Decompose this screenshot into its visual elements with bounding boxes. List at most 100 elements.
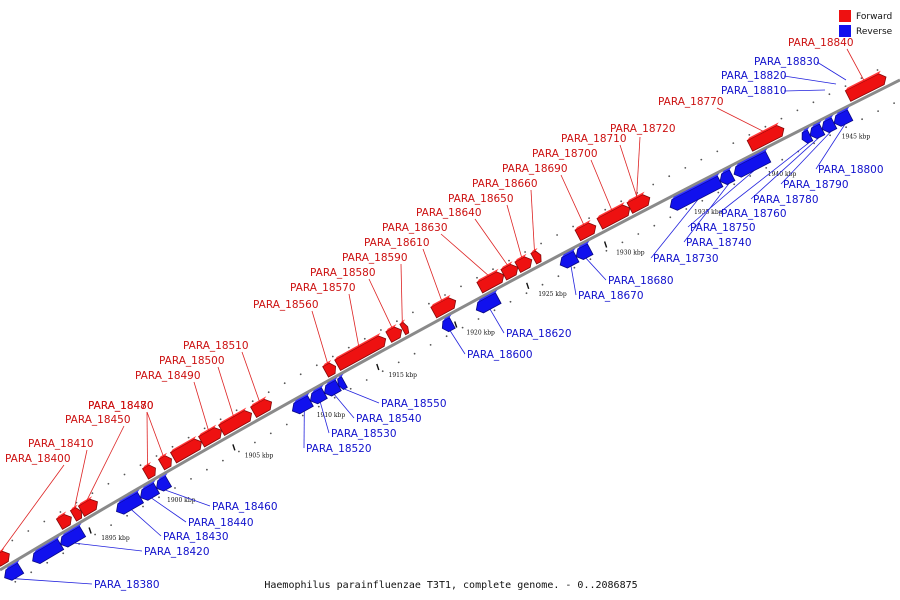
- strand-dot: [126, 514, 128, 517]
- forward-gene-label: PARA_18580: [310, 267, 376, 279]
- reverse-leader-line: [131, 509, 162, 537]
- forward-gene-arrow: [77, 498, 98, 517]
- gene-bevel: [430, 294, 451, 308]
- strand-dot: [717, 191, 720, 194]
- forward-leader-line: [368, 278, 393, 329]
- gene-bevel: [5, 560, 20, 570]
- genome-caption: Haemophilus parainfluenzae T3T1, complet…: [264, 580, 637, 591]
- tick-label: 1905 kbp: [245, 452, 274, 459]
- reverse-gene-arrow: [309, 387, 328, 405]
- strand-dot: [397, 361, 400, 364]
- forward-gene-label: PARA_18470: [88, 400, 154, 412]
- reverse-gene-arrow: [733, 150, 772, 178]
- forward-gene-label: PARA_18480: [88, 400, 154, 412]
- strand-dot: [219, 418, 222, 421]
- strand-dot: [381, 370, 384, 373]
- forward-gene-label: PARA_18450: [65, 414, 131, 426]
- gene-bevel: [530, 248, 538, 254]
- gene-bevel: [334, 332, 381, 360]
- reverse-leader-line: [489, 309, 505, 334]
- strand-dot: [429, 344, 432, 346]
- forward-gene-label: PARA_18700: [532, 148, 598, 160]
- reverse-gene-label: PARA_18600: [467, 349, 533, 361]
- strand-dot: [267, 391, 270, 394]
- reverse-gene-label: PARA_18460: [212, 501, 278, 513]
- reverse-leader-line: [14, 578, 93, 585]
- strand-dot: [796, 109, 799, 112]
- forward-leader-line: [311, 310, 329, 364]
- reverse-gene-label: PARA_18810: [721, 85, 787, 97]
- strand-dot: [780, 117, 783, 120]
- gene-bevel: [811, 121, 822, 128]
- tick-label: 1935 kbp: [694, 209, 723, 216]
- strand-dot: [203, 427, 206, 430]
- strand-dot: [684, 167, 687, 169]
- reverse-leader-line: [683, 183, 730, 243]
- strand-dot: [412, 311, 414, 314]
- gene-bevel: [442, 314, 452, 322]
- gene-bevel: [823, 114, 834, 122]
- strand-dot: [254, 441, 256, 444]
- reverse-leader-line: [333, 394, 355, 419]
- gene-bevel: [385, 324, 397, 332]
- forward-leader-line: [619, 144, 638, 198]
- strand-dot: [701, 199, 704, 202]
- strand-dot: [572, 225, 574, 228]
- strand-dot: [315, 364, 318, 367]
- reverse-gene-label: PARA_18550: [381, 398, 447, 410]
- reverse-leader-line: [718, 142, 810, 214]
- strand-dot: [365, 379, 368, 381]
- strand-dot: [493, 309, 496, 312]
- strand-dot: [540, 242, 542, 245]
- tick-label: 1920 kbp: [466, 330, 495, 337]
- reverse-leader-line: [344, 388, 380, 404]
- gene-bevel: [802, 127, 810, 133]
- reverse-leader-line: [780, 131, 832, 185]
- strand-dot: [860, 77, 863, 79]
- gene-bevel: [597, 202, 625, 219]
- forward-gene-label: PARA_18690: [502, 163, 568, 175]
- strand-dot: [605, 249, 608, 252]
- reverse-gene-arrow: [441, 317, 456, 333]
- strand-dot: [428, 302, 430, 305]
- reverse-leader-line: [319, 402, 330, 434]
- reverse-gene-label: PARA_18620: [506, 328, 572, 340]
- strand-dot: [142, 505, 144, 508]
- legend-reverse-label: Reverse: [856, 27, 893, 37]
- gene-bevel: [577, 240, 590, 249]
- gene-bevel: [337, 373, 344, 379]
- forward-gene-label: PARA_18660: [472, 178, 538, 190]
- reverse-gene-label: PARA_18790: [783, 179, 849, 191]
- strand-dot: [299, 373, 302, 376]
- strand-dot: [557, 275, 560, 278]
- reverse-gene-label: PARA_18760: [721, 208, 787, 220]
- strand-dot: [11, 539, 14, 542]
- reverse-leader-line: [585, 257, 607, 281]
- reverse-gene-arrow: [669, 175, 724, 211]
- strand-dot: [588, 217, 590, 220]
- forward-gene-label: PARA_18500: [159, 355, 225, 367]
- forward-leader-line: [530, 189, 535, 252]
- strand-dot: [155, 455, 158, 457]
- strand-dot: [828, 93, 831, 96]
- strand-dot: [190, 478, 192, 480]
- strand-dot: [331, 355, 334, 358]
- strand-dot: [333, 396, 336, 399]
- strand-dot: [174, 487, 176, 489]
- forward-leader-line: [590, 159, 613, 211]
- forward-leader-line: [422, 248, 443, 302]
- strand-dot: [158, 496, 160, 499]
- tick-mark: [232, 444, 236, 451]
- gene-bevel: [293, 392, 310, 404]
- strand-dot: [732, 142, 735, 145]
- tick-mark: [526, 282, 530, 290]
- gene-bevel: [117, 489, 140, 504]
- forward-leader-line: [716, 107, 765, 133]
- strand-dot: [877, 110, 879, 112]
- legend-reverse-swatch: [839, 25, 851, 37]
- strand-dot: [94, 533, 96, 536]
- strand-dot: [589, 258, 592, 261]
- gene-bevel: [325, 377, 338, 386]
- forward-gene-arrow: [198, 427, 223, 448]
